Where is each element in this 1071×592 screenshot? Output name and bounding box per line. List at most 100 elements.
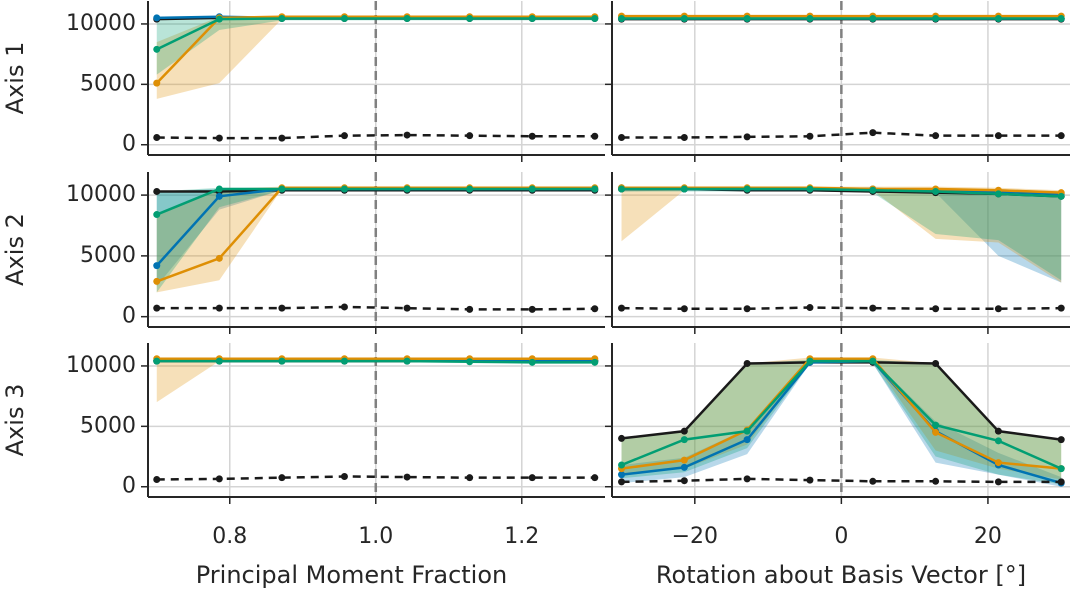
point <box>1057 465 1065 473</box>
point <box>994 305 1002 313</box>
point <box>806 132 814 140</box>
x-tick-label: 1.0 <box>358 524 393 549</box>
error-band <box>621 357 1062 480</box>
point <box>618 461 626 469</box>
point <box>153 211 161 219</box>
point <box>591 474 599 482</box>
point <box>869 477 877 485</box>
point <box>932 187 940 195</box>
point <box>403 185 411 193</box>
point <box>215 192 223 200</box>
panel: 0 5000 10000 0.8 1.0 1.2 Axis 3 Principal Momen… <box>1 343 605 589</box>
error-band <box>621 359 1062 487</box>
point <box>618 471 626 479</box>
series-line <box>156 187 595 216</box>
point <box>466 305 474 313</box>
point <box>680 477 688 485</box>
point <box>994 437 1002 445</box>
point <box>215 475 223 483</box>
point <box>932 421 940 429</box>
point <box>1057 15 1065 23</box>
y-tick-label: 10000 <box>66 353 136 378</box>
x-tick-label: 20 <box>974 524 1002 549</box>
y-tick-label: 0 <box>122 304 136 329</box>
point <box>618 478 626 486</box>
point <box>340 132 348 140</box>
panel: −20 0 20 Rotation about Basis Vector [°] <box>605 343 1070 589</box>
point <box>869 186 877 194</box>
point <box>869 357 877 365</box>
point <box>932 360 940 368</box>
point <box>618 15 626 23</box>
y-tick-label: 0 <box>122 474 136 499</box>
point <box>680 436 688 444</box>
series-line <box>156 17 595 51</box>
error-band <box>621 186 1062 283</box>
point <box>528 474 536 482</box>
point <box>869 129 877 137</box>
point <box>618 434 626 442</box>
y-tick-label: 10000 <box>66 182 136 207</box>
point <box>153 45 161 53</box>
point <box>466 132 474 140</box>
error-band <box>621 187 1062 281</box>
point <box>680 185 688 193</box>
y-axis-label: Axis 2 <box>1 213 29 286</box>
point <box>1057 192 1065 200</box>
point <box>591 305 599 313</box>
error-band <box>156 187 595 293</box>
point <box>932 132 940 140</box>
point <box>215 15 223 23</box>
point <box>403 357 411 365</box>
point <box>591 15 599 23</box>
point <box>153 14 161 22</box>
point <box>153 357 161 365</box>
point <box>340 303 348 311</box>
point <box>528 358 536 366</box>
point <box>278 304 286 312</box>
point <box>932 15 940 23</box>
point <box>215 304 223 312</box>
series-line <box>621 477 1062 484</box>
point <box>680 456 688 464</box>
point <box>994 190 1002 198</box>
error-band <box>156 15 595 99</box>
y-tick-label: 0 <box>122 132 136 157</box>
point <box>1057 436 1065 444</box>
point <box>869 304 877 312</box>
point <box>153 79 161 87</box>
series-line <box>621 131 1062 139</box>
panel <box>605 1 1070 162</box>
point <box>153 304 161 312</box>
point <box>994 132 1002 140</box>
x-tick-label: 1.2 <box>504 524 539 549</box>
point <box>994 459 1002 467</box>
panel: 0 5000 10000 Axis 2 <box>1 172 605 334</box>
series-line <box>156 133 595 140</box>
point <box>1057 132 1065 140</box>
series-line <box>621 187 1062 198</box>
error-band <box>156 16 595 75</box>
point <box>278 15 286 23</box>
y-axis-label: Axis 1 <box>1 42 29 115</box>
x-tick-label: −20 <box>672 524 718 549</box>
point <box>743 133 751 141</box>
point <box>466 15 474 23</box>
point <box>528 15 536 23</box>
point <box>743 436 751 444</box>
x-axis-label: Rotation about Basis Vector [°] <box>656 561 1026 589</box>
y-tick-label: 5000 <box>80 243 136 268</box>
point <box>869 15 877 23</box>
series-line <box>155 15 595 84</box>
point <box>680 427 688 435</box>
y-axis-label: Axis 3 <box>1 384 29 457</box>
point <box>932 428 940 436</box>
y-tick-label: 5000 <box>80 71 136 96</box>
point <box>278 474 286 482</box>
point <box>743 475 751 483</box>
point <box>806 15 814 23</box>
point <box>403 15 411 23</box>
point <box>403 131 411 139</box>
point <box>1057 304 1065 312</box>
error-band <box>621 359 1062 485</box>
